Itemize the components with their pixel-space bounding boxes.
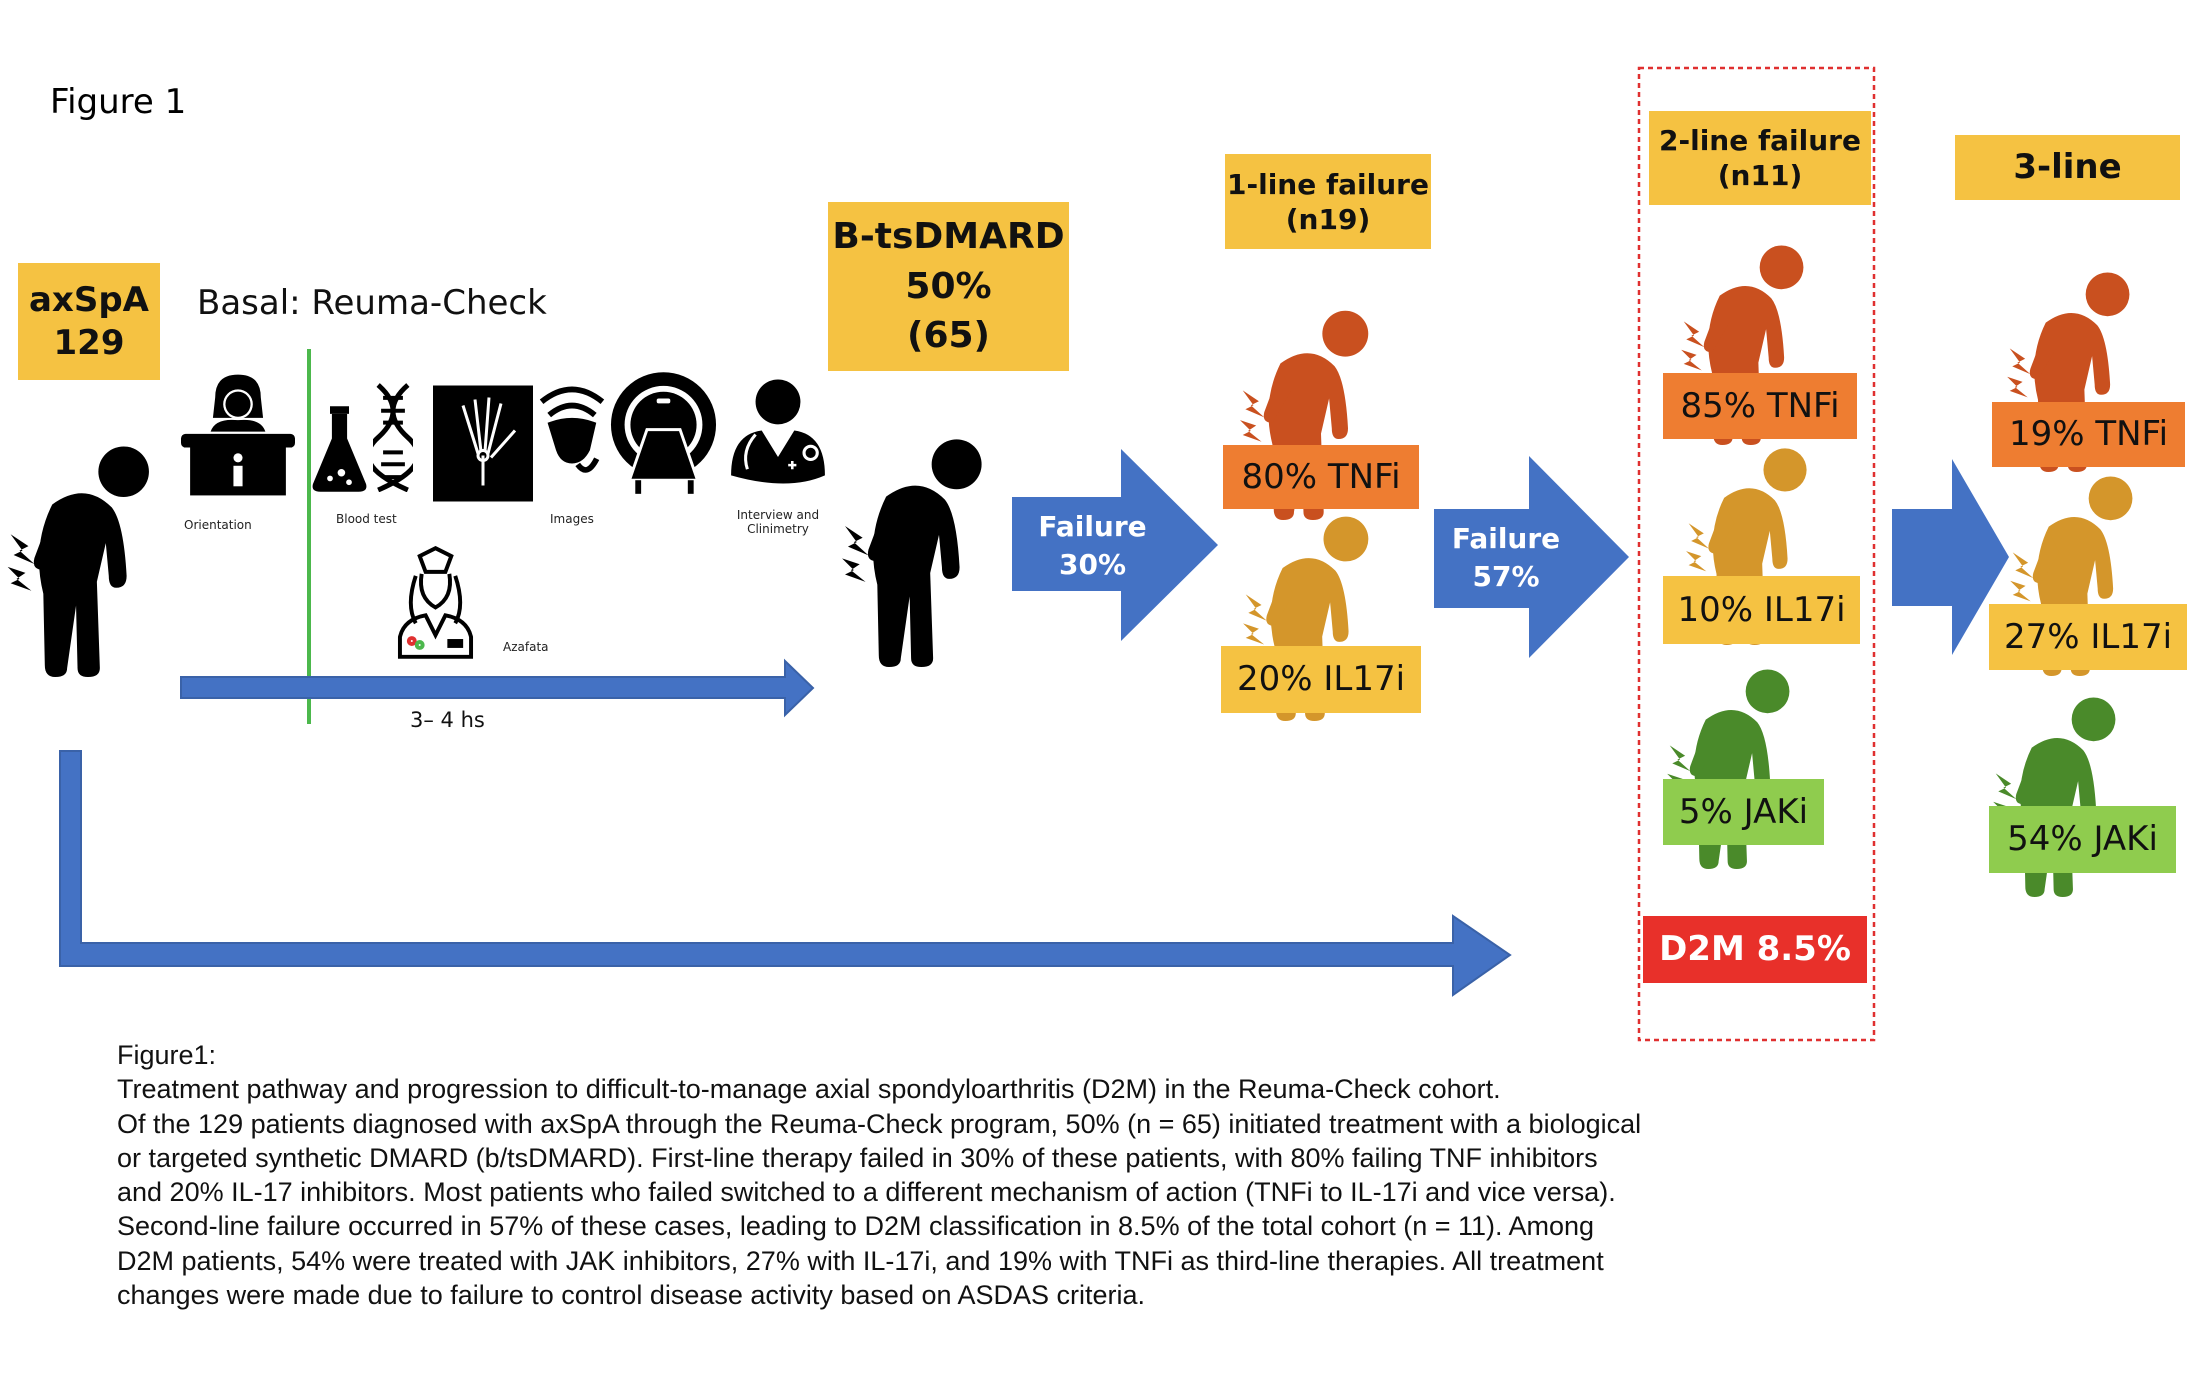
line1-il17i-box: 20% IL17i [1221,646,1421,713]
line1-title: 1-line failure [1227,167,1429,201]
axspa-label: axSpA [28,280,149,320]
treated-patient-icon [841,432,990,667]
mri-icon [610,372,717,494]
line3-jaki-box: 54% JAKi [1989,806,2176,873]
interview-label-line1: Interview and [736,508,820,522]
caption-line: and 20% IL-17 inhibitors. Most patients … [117,1177,1616,1208]
patient-icon [7,439,157,677]
interview-label-line2: Clinimetry [747,522,809,537]
flask-icon [312,406,367,492]
failure-57-percent: 57% [1472,559,1540,593]
failure-57-text: Failure [1451,522,1561,555]
line1-count: (n19) [1285,202,1371,236]
btsdmard-label: B-tsDMARD [832,215,1065,257]
d2m-long-arrow [59,750,1512,997]
caption-line: changes were made due to failure to cont… [117,1280,1146,1311]
basal-timeline-arrow [180,658,815,718]
line2-jaki-box: 5% JAKi [1663,779,1824,845]
receptionist-icon [181,374,295,496]
figure-label: Figure 1 [50,82,187,122]
line2-failure-box: 2-line failure (n11) [1649,111,1871,205]
figure-caption: Figure1: Treatment pathway and progressi… [117,1038,2017,1312]
orientation-label: Orientation [184,518,252,532]
caption-line: D2M patients, 54% were treated with JAK … [117,1245,1604,1276]
btsdmard-box: B-tsDMARD 50% (65) [828,202,1069,371]
third-line-arrow [1892,459,2009,655]
d2m-box: D2M 8.5% [1643,916,1867,983]
failure-30-label: Failure 30% [1020,508,1165,584]
azafata-label: Azafata [503,640,549,654]
line1-tnfi-box: 80% TNFi [1223,445,1419,509]
line1-failure-box: 1-line failure (n19) [1225,154,1431,249]
caption-line: or targeted synthetic DMARD (b/tsDMARD).… [117,1142,1598,1173]
interview-label: Interview and Clinimetry [728,508,828,537]
btsdmard-count: (65) [906,315,990,357]
images-label: Images [550,512,594,526]
xray-hand-icon [433,385,533,502]
basal-title: Basal: Reuma-Check [197,283,547,323]
line3-il17i-box: 27% IL17i [1989,604,2187,670]
failure-30-text: Failure [1038,510,1147,543]
d2m-dashed-frame [1637,66,1876,1042]
failure-30-arrow [1012,449,1218,641]
line2-count: (n11) [1717,159,1803,192]
caption-line: Treatment pathway and progression to dif… [117,1074,1501,1105]
btsdmard-percent: 50% [905,265,992,307]
failure-57-label: Failure 57% [1436,520,1576,596]
duration-label: 3– 4 hs [410,708,485,732]
doctor-icon [731,379,825,484]
line3-tnfi-box: 19% TNFi [1992,402,2185,467]
line2-title: 2-line failure [1659,124,1861,157]
axspa-box: axSpA 129 [18,263,160,380]
caption-line: Of the 129 patients diagnosed with axSpA… [117,1108,1642,1139]
failure-30-percent: 30% [1058,547,1127,581]
axspa-count: 129 [53,322,125,363]
caption-heading: Figure1: [117,1040,217,1070]
ultrasound-icon [539,386,605,473]
line2-tnfi-box: 85% TNFi [1663,373,1857,439]
line3-box: 3-line [1955,135,2180,200]
blood-test-label: Blood test [336,512,397,526]
dna-icon [373,383,413,492]
failure-57-arrow [1434,456,1629,658]
line2-il17i-box: 10% IL17i [1663,576,1860,644]
nurse-icon [397,546,474,659]
caption-line: Second-line failure occurred in 57% of t… [117,1211,1595,1242]
